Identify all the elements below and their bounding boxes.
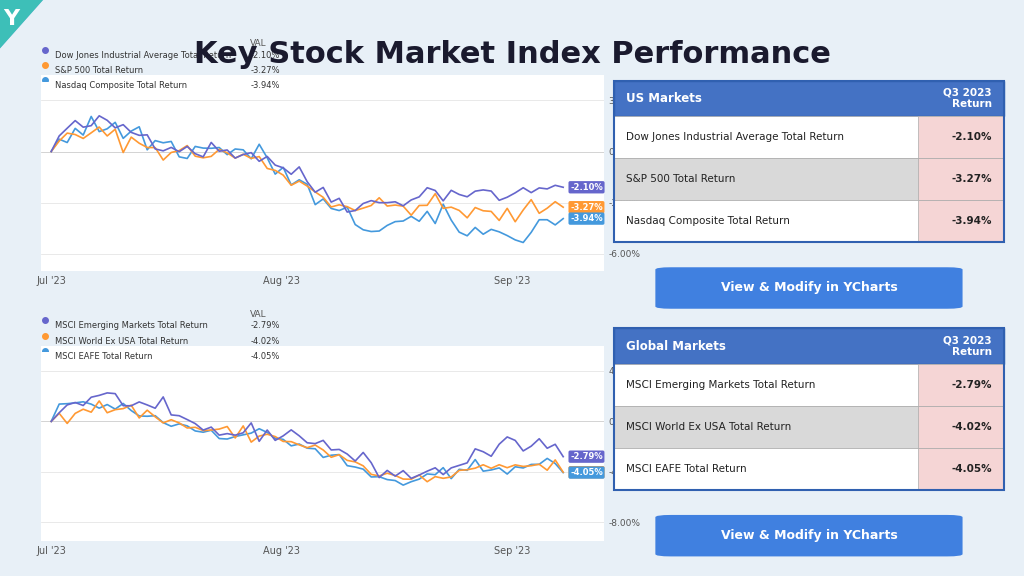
FancyBboxPatch shape bbox=[614, 81, 1004, 116]
Text: VAL: VAL bbox=[250, 310, 266, 319]
Text: S&P 500 Total Return: S&P 500 Total Return bbox=[626, 174, 735, 184]
Text: -2.79%: -2.79% bbox=[570, 452, 603, 461]
Text: -4.02%: -4.02% bbox=[951, 422, 992, 431]
Text: Nasdaq Composite Total Return: Nasdaq Composite Total Return bbox=[626, 216, 790, 226]
Text: -3.27%: -3.27% bbox=[951, 174, 992, 184]
Text: -4.05%: -4.05% bbox=[570, 468, 603, 477]
Text: Dow Jones Industrial Average Total Return: Dow Jones Industrial Average Total Retur… bbox=[626, 132, 844, 142]
Text: -4.05%: -4.05% bbox=[951, 464, 992, 473]
Text: -3.27%: -3.27% bbox=[570, 203, 603, 212]
Text: MSCI EAFE Total Return: MSCI EAFE Total Return bbox=[54, 352, 153, 361]
Text: Key Stock Market Index Performance: Key Stock Market Index Performance bbox=[194, 40, 830, 69]
FancyBboxPatch shape bbox=[918, 448, 1004, 490]
Text: View & Modify in YCharts: View & Modify in YCharts bbox=[721, 282, 897, 294]
Text: -2.10%: -2.10% bbox=[951, 132, 992, 142]
FancyBboxPatch shape bbox=[614, 116, 1004, 158]
Text: US Markets: US Markets bbox=[626, 92, 701, 105]
FancyBboxPatch shape bbox=[918, 116, 1004, 158]
Text: -3.94%: -3.94% bbox=[951, 216, 992, 226]
Text: MSCI EAFE Total Return: MSCI EAFE Total Return bbox=[626, 464, 746, 473]
Text: MSCI Emerging Markets Total Return: MSCI Emerging Markets Total Return bbox=[626, 380, 815, 390]
FancyBboxPatch shape bbox=[614, 364, 1004, 406]
Text: View & Modify in YCharts: View & Modify in YCharts bbox=[721, 529, 897, 542]
Text: -2.10%: -2.10% bbox=[570, 183, 603, 192]
FancyBboxPatch shape bbox=[918, 158, 1004, 200]
Text: -2.79%: -2.79% bbox=[951, 380, 992, 390]
FancyBboxPatch shape bbox=[614, 158, 1004, 200]
Polygon shape bbox=[0, 0, 43, 48]
FancyBboxPatch shape bbox=[655, 267, 963, 309]
Text: VAL: VAL bbox=[250, 39, 266, 48]
FancyBboxPatch shape bbox=[918, 200, 1004, 242]
Text: -3.27%: -3.27% bbox=[251, 66, 281, 75]
Text: Nasdaq Composite Total Return: Nasdaq Composite Total Return bbox=[54, 81, 187, 90]
Text: -4.05%: -4.05% bbox=[251, 352, 281, 361]
FancyBboxPatch shape bbox=[614, 200, 1004, 242]
FancyBboxPatch shape bbox=[614, 448, 1004, 490]
Text: -3.94%: -3.94% bbox=[251, 81, 281, 90]
Text: Global Markets: Global Markets bbox=[626, 340, 726, 353]
Text: MSCI Emerging Markets Total Return: MSCI Emerging Markets Total Return bbox=[54, 321, 208, 331]
Text: -2.79%: -2.79% bbox=[251, 321, 281, 331]
Text: Y: Y bbox=[3, 9, 18, 29]
Text: -4.02%: -4.02% bbox=[251, 336, 281, 346]
FancyBboxPatch shape bbox=[918, 364, 1004, 406]
Text: MSCI World Ex USA Total Return: MSCI World Ex USA Total Return bbox=[54, 336, 188, 346]
FancyBboxPatch shape bbox=[614, 406, 1004, 448]
FancyBboxPatch shape bbox=[614, 328, 1004, 364]
Text: Dow Jones Industrial Average Total Return: Dow Jones Industrial Average Total Retur… bbox=[54, 51, 231, 60]
Text: -4.02%: -4.02% bbox=[570, 468, 603, 477]
Text: S&P 500 Total Return: S&P 500 Total Return bbox=[54, 66, 143, 75]
Text: -2.10%: -2.10% bbox=[251, 51, 281, 60]
Text: Q3 2023
Return: Q3 2023 Return bbox=[943, 88, 992, 109]
FancyBboxPatch shape bbox=[918, 406, 1004, 448]
Text: -3.94%: -3.94% bbox=[570, 214, 603, 223]
Text: Q3 2023
Return: Q3 2023 Return bbox=[943, 335, 992, 357]
Text: MSCI World Ex USA Total Return: MSCI World Ex USA Total Return bbox=[626, 422, 792, 431]
FancyBboxPatch shape bbox=[655, 515, 963, 556]
Polygon shape bbox=[0, 0, 43, 48]
